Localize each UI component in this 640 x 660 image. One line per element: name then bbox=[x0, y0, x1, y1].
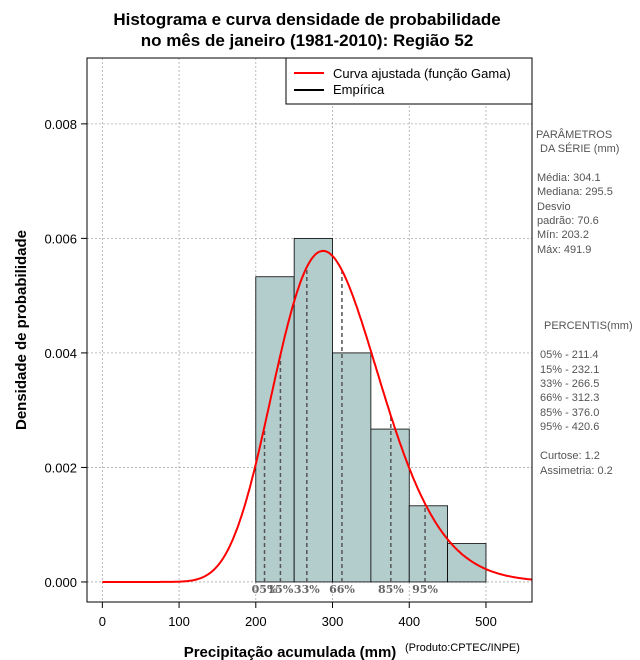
x-tick-label: 500 bbox=[475, 614, 497, 629]
x-tick-label: 300 bbox=[322, 614, 344, 629]
percentil-95: 95% - 420.6 bbox=[540, 421, 599, 433]
chart-title-line1: Histograma e curva densidade de probabil… bbox=[113, 10, 500, 29]
legend-empirical-label: Empírica bbox=[333, 82, 385, 97]
histogram-bar bbox=[447, 543, 487, 583]
percentil-05: 05% - 211.4 bbox=[540, 349, 599, 361]
percentil-66: 66% - 312.3 bbox=[540, 392, 599, 404]
histogram-bar bbox=[293, 237, 333, 583]
x-tick-label: 400 bbox=[398, 614, 420, 629]
histogram-bar bbox=[408, 505, 449, 583]
percentile-label: 85% bbox=[378, 583, 404, 596]
stat-mediana: Mediana: 295.5 bbox=[537, 186, 613, 198]
x-axis-label: Precipitação acumulada (mm) bbox=[184, 644, 397, 660]
chart-title-line2: no mês de janeiro (1981-2010): Região 52 bbox=[141, 31, 474, 50]
y-tick-label: 0.000 bbox=[44, 575, 77, 590]
y-tick-label: 0.002 bbox=[44, 460, 77, 475]
percentile-label: 33% bbox=[294, 583, 320, 596]
legend-curve-label: Curva ajustada (função Gama) bbox=[333, 66, 511, 81]
percentile-label: 66% bbox=[329, 583, 355, 596]
legend: Curva ajustada (função Gama) Empírica bbox=[285, 57, 533, 105]
x-tick-label: 200 bbox=[245, 614, 267, 629]
stat-min: Mín: 203.2 bbox=[537, 229, 589, 241]
y-axis-label: Densidade de probabilidade bbox=[13, 230, 30, 430]
percentile-label: 05% bbox=[252, 583, 278, 596]
x-tick-label: 100 bbox=[168, 614, 190, 629]
y-tick-label: 0.008 bbox=[44, 117, 77, 132]
side-panel: PARÂMETROS DA SÉRIE (mm) Média: 304.1 Me… bbox=[536, 128, 633, 477]
histogram-bar bbox=[370, 428, 410, 583]
stat-media: Média: 304.1 bbox=[537, 172, 601, 184]
stat-assimetria: Assimetria: 0.2 bbox=[540, 465, 613, 477]
stat-max: Máx: 491.9 bbox=[537, 244, 591, 256]
y-tick-label: 0.004 bbox=[44, 346, 77, 361]
percentil-33: 33% - 266.5 bbox=[540, 378, 599, 390]
stat-desvio-1: Desvio bbox=[537, 201, 571, 213]
legend-box bbox=[285, 57, 533, 105]
y-tick-label: 0.006 bbox=[44, 231, 77, 246]
stat-curtose: Curtose: 1.2 bbox=[540, 450, 600, 462]
plot-area: 05%15% 33% 66% 85% 95% 0 100 200 300 400 500 0.000 0… bbox=[44, 57, 533, 629]
histogram-bar bbox=[332, 352, 372, 583]
x-tick-label: 0 bbox=[99, 614, 106, 629]
percentil-15: 15% - 232.1 bbox=[540, 364, 599, 376]
params-header-1: PARÂMETROS bbox=[536, 128, 612, 141]
percentile-label: 15% bbox=[268, 583, 294, 596]
fitted-curve-line bbox=[102, 249, 533, 583]
percentis-header: PERCENTIS(mm) bbox=[544, 320, 633, 332]
product-credit: (Produto:CPTEC/INPE) bbox=[405, 642, 520, 654]
percentile-label: 95% bbox=[412, 583, 438, 596]
percentil-85: 85% - 376.0 bbox=[540, 407, 599, 419]
params-header-2: DA SÉRIE (mm) bbox=[540, 142, 619, 155]
stat-desvio-2: padrão: 70.6 bbox=[537, 215, 599, 227]
